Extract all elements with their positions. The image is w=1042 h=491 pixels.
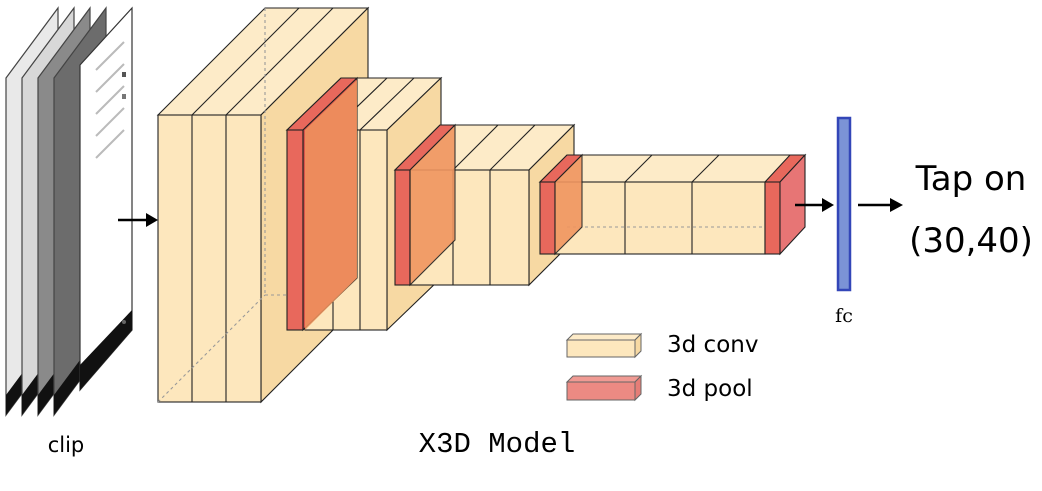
pool-conv-block-2 bbox=[285, 76, 443, 332]
output-line-1: Tap on bbox=[915, 159, 1027, 199]
clip-label: clip bbox=[48, 433, 85, 457]
legend-label-conv: 3d conv bbox=[667, 332, 758, 358]
pool-conv-block-4 bbox=[538, 153, 807, 256]
legend bbox=[565, 332, 643, 402]
arrow-fc-to-output bbox=[858, 198, 903, 212]
model-title: X3D Model bbox=[419, 428, 576, 461]
clip-frame-front bbox=[79, 6, 133, 392]
arrow-to-fc bbox=[795, 198, 834, 212]
input-clip bbox=[5, 6, 133, 417]
legend-label-pool: 3d pool bbox=[667, 376, 753, 402]
legend-swatch-pool bbox=[565, 374, 643, 402]
fc-label: fc bbox=[835, 305, 853, 327]
fc-layer bbox=[836, 116, 852, 292]
output-line-2: (30,40) bbox=[909, 221, 1033, 261]
pool-conv-block-3 bbox=[393, 123, 576, 287]
legend-swatch-conv bbox=[565, 332, 643, 359]
arrow-clip-to-model bbox=[118, 213, 158, 227]
